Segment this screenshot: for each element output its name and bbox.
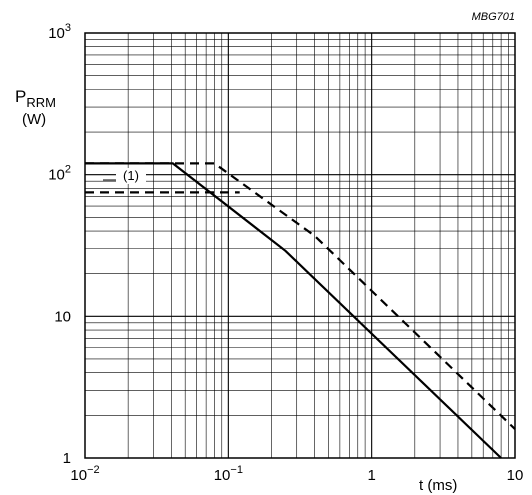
y-tick-label: 102 xyxy=(48,164,71,184)
reference-code: MBG701 xyxy=(472,11,515,23)
y-tick-label: 1 xyxy=(63,450,71,467)
y-axis-label: PRRM xyxy=(15,87,56,110)
annotation-callout: (1) xyxy=(103,168,146,184)
x-tick-label: 10−2 xyxy=(70,464,99,484)
x-tick-label-exponent: −1 xyxy=(230,464,243,476)
series-group xyxy=(85,162,516,459)
annotation-backdrop xyxy=(116,168,146,184)
x-tick-label: 10−1 xyxy=(214,464,243,484)
y-tick-label: 10 xyxy=(54,308,71,325)
series-line-1 xyxy=(85,162,502,459)
y-tick-label-base: 10 xyxy=(48,25,65,42)
y-axis-label-sub: RRM xyxy=(26,95,56,110)
x-tick-label: 10 xyxy=(507,467,524,484)
y-tick-label: 103 xyxy=(48,22,71,42)
x-tick-label-exponent: −2 xyxy=(87,464,100,476)
series-line-2 xyxy=(85,162,516,430)
y-tick-label-base: 10 xyxy=(48,167,65,184)
y-tick-label-exponent: 3 xyxy=(65,22,71,34)
y-axis-label-main: P xyxy=(15,87,26,106)
annotation-label: (1) xyxy=(123,168,139,183)
x-tick-label-base: 10 xyxy=(70,467,87,484)
y-tick-label-exponent: 2 xyxy=(65,164,71,176)
x-axis-label: t (ms) xyxy=(419,477,457,494)
plot-frame xyxy=(84,32,516,459)
y-axis-unit: (W) xyxy=(22,111,46,128)
x-tick-label: 1 xyxy=(367,467,375,484)
x-tick-label-base: 10 xyxy=(214,467,231,484)
grid xyxy=(85,33,515,458)
